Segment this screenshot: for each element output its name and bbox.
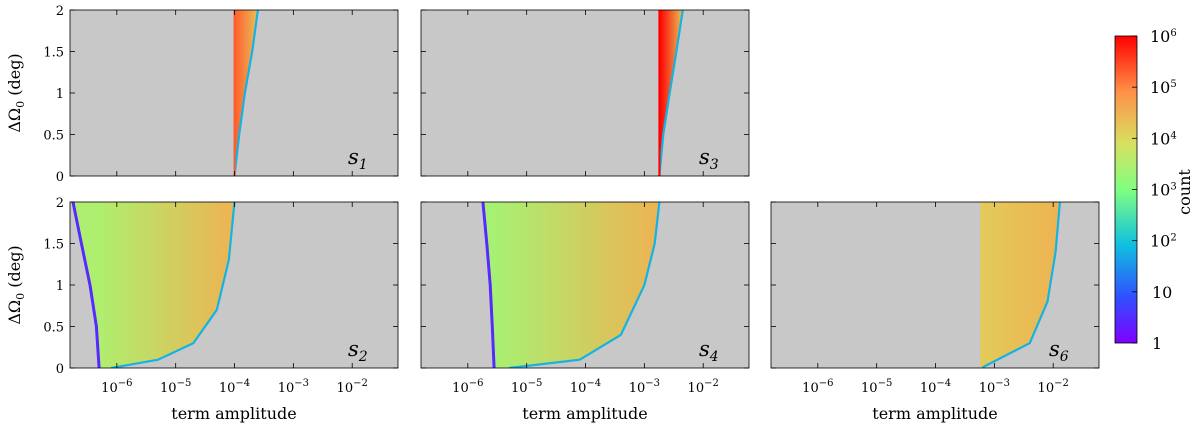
- y-tick-label: 0.5: [43, 129, 64, 144]
- panel-s1: 0 0.5 1 1.5 2 s1 ΔΩ0 (deg): [5, 4, 399, 185]
- density-region: [659, 10, 683, 176]
- colorbar-ticks: 1 10 102 103 104 105 106: [1132, 27, 1177, 353]
- x-tick-label: 10−4: [219, 378, 250, 396]
- colorbar-tick-label: 10: [1152, 283, 1172, 302]
- x-axis-label: term amplitude: [171, 404, 296, 423]
- y-tick-label: 0.5: [43, 321, 64, 336]
- density-region: [482, 202, 660, 368]
- x-tick-label: 10−3: [979, 378, 1010, 396]
- panel-label: s6: [1049, 337, 1069, 365]
- x-tick-label: 10−6: [101, 378, 132, 396]
- panel-s6: 10−6 10−5 10−4 10−3 10−2 s6 term amplitude: [770, 201, 1100, 423]
- x-tick-label: 10−5: [861, 378, 892, 396]
- x-tick-label: 10−2: [337, 378, 368, 396]
- y-tick-label: 1: [56, 279, 64, 294]
- panel-background: [421, 10, 749, 176]
- panel-label: s1: [348, 145, 368, 173]
- colorbar-tick-label: 105: [1150, 78, 1177, 97]
- density-region: [981, 202, 1060, 368]
- x-tick-label: 10−6: [802, 378, 833, 396]
- density-left-edge: [71, 202, 101, 368]
- density-edge: [233, 10, 259, 176]
- x-axis-label: term amplitude: [522, 404, 647, 423]
- colorbar-tick-label: 106: [1150, 27, 1177, 46]
- x-tick-label: 10−2: [688, 378, 719, 396]
- panel-s2: 0 0.5 1 1.5 2 10−6 10−5 10−4 10−3 10−2 s2 term ampl…: [5, 196, 399, 423]
- y-tick-label: 1.5: [43, 238, 64, 253]
- density-edge: [980, 202, 1061, 368]
- density-region: [73, 202, 235, 368]
- density-left-edge: [481, 202, 496, 368]
- x-tick-label: 10−4: [920, 378, 951, 396]
- panel-label: s2: [348, 337, 368, 365]
- panel-s3: s3: [420, 9, 750, 177]
- y-tick-label: 1: [56, 87, 64, 102]
- x-tick-label: 10−6: [452, 378, 483, 396]
- x-tick-label: 10−5: [160, 378, 191, 396]
- panel-label: s4: [699, 337, 719, 365]
- x-axis-label: term amplitude: [872, 404, 997, 423]
- panel-s4: 10−6 10−5 10−4 10−3 10−2 s4 term amplitude: [420, 201, 750, 423]
- density-edge: [110, 202, 236, 368]
- y-tick-label: 0: [56, 362, 64, 377]
- x-tick-label: 10−5: [511, 378, 542, 396]
- y-axis-label: ΔΩ0 (deg): [5, 245, 27, 324]
- colorbar: 1 10 102 103 104 105 106 count: [1114, 27, 1194, 353]
- colorbar-tick-label: 103: [1150, 181, 1177, 200]
- density-edge: [658, 10, 684, 176]
- y-tick-label: 2: [56, 4, 64, 19]
- y-tick-label: 0: [56, 170, 64, 185]
- x-tick-label: 10−3: [629, 378, 660, 396]
- density-edge: [508, 202, 661, 368]
- y-tick-label: 1.5: [43, 46, 64, 61]
- colorbar-tick-label: 104: [1150, 129, 1177, 148]
- colorbar-tick-label: 1: [1152, 334, 1162, 353]
- colorbar-label: count: [1175, 169, 1194, 215]
- colorbar-tick-label: 102: [1150, 232, 1177, 251]
- x-tick-label: 10−3: [278, 378, 309, 396]
- x-tick-label: 10−2: [1038, 378, 1069, 396]
- y-axis-label: ΔΩ0 (deg): [5, 53, 27, 132]
- y-tick-label: 2: [56, 196, 64, 211]
- panel-label: s3: [699, 145, 719, 173]
- x-tick-label: 10−4: [570, 378, 601, 396]
